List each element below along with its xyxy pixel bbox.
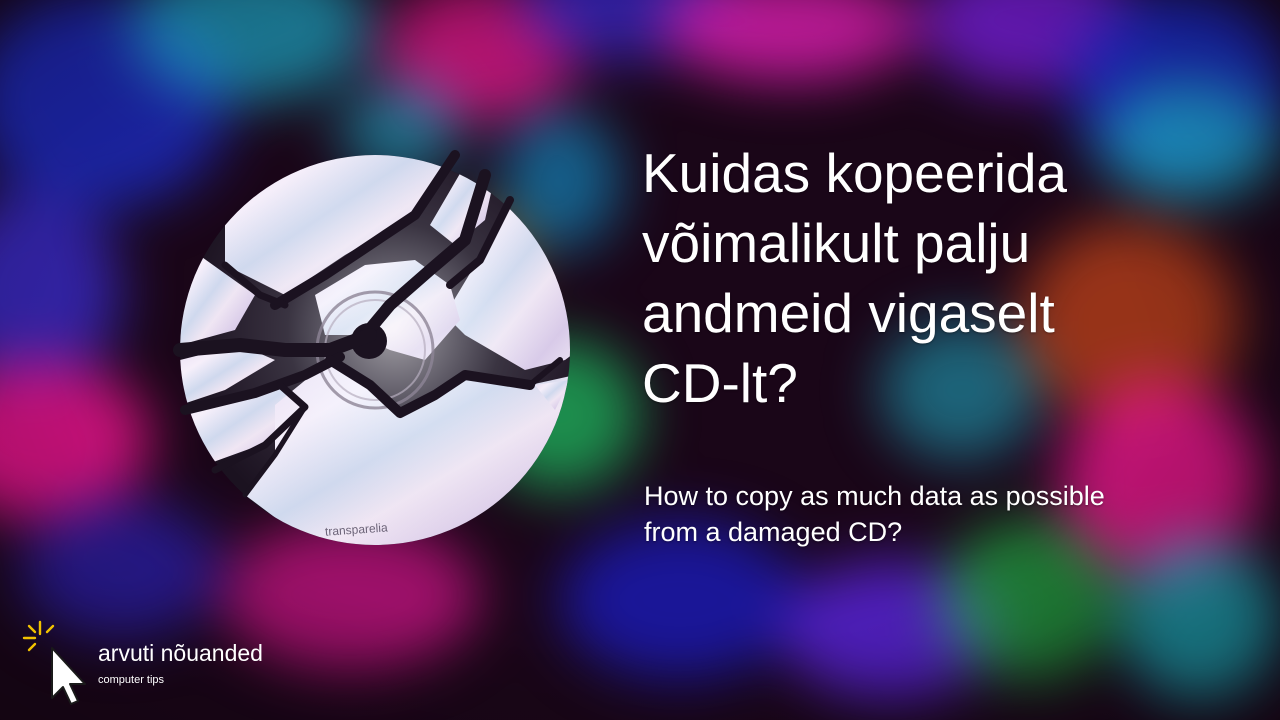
mouse-pointer xyxy=(51,647,86,705)
title-line: Kuidas kopeerida xyxy=(642,142,1068,204)
disc-watermark: transparelia xyxy=(325,520,389,538)
cursor-sparkle-icon xyxy=(22,620,86,705)
broken-cd-icon: transparelia xyxy=(173,150,570,545)
channel-name: arvuti nõuanded xyxy=(98,640,263,666)
channel-tagline: computer tips xyxy=(98,674,165,686)
broken-cd-illustration: transparelia xyxy=(165,145,585,555)
channel-logo: arvuti nõuanded computer tips xyxy=(22,620,322,710)
video-subtitle: How to copy as much data as possible fro… xyxy=(644,478,1244,550)
title-line: CD-lt? xyxy=(642,352,798,414)
disc-cracks xyxy=(173,150,563,498)
title-line: võimalikult palju xyxy=(642,212,1031,274)
subtitle-line: How to copy as much data as possible xyxy=(644,481,1105,511)
title-line: andmeid vigaselt xyxy=(642,282,1055,344)
video-title: Kuidas kopeerida võimalikult palju andme… xyxy=(642,138,1242,418)
sparkle-rays xyxy=(22,620,55,652)
subtitle-line: from a damaged CD? xyxy=(644,517,903,547)
